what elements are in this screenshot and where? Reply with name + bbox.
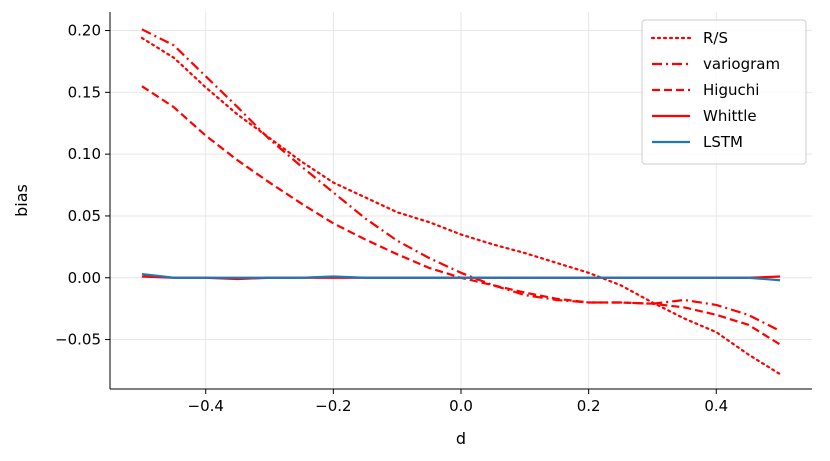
y-tick-label: −0.05 (55, 331, 101, 349)
legend-label: R/S (703, 29, 728, 47)
x-ticks: −0.4 −0.2 0.0 0.2 0.4 (188, 389, 728, 415)
y-tick-label: 0.10 (68, 145, 101, 163)
legend-label: variogram (703, 55, 780, 73)
x-tick-label: 0.0 (449, 397, 473, 415)
series-line-variogram (141, 28, 781, 332)
y-tick-label: 0.20 (68, 22, 101, 40)
legend-label: LSTM (703, 133, 743, 151)
legend-label: Whittle (703, 107, 757, 125)
x-tick-label: −0.2 (315, 397, 351, 415)
y-tick-label: 0.15 (68, 83, 101, 101)
x-axis-label: d (456, 429, 466, 448)
legend: R/S variogram Higuchi Whittle LSTM (641, 19, 807, 165)
series-line-lstm (141, 272, 781, 282)
legend-box (641, 19, 807, 165)
y-tick-label: 0.05 (68, 207, 101, 225)
y-axis-label: bias (12, 184, 31, 217)
legend-label: Higuchi (703, 81, 759, 99)
x-tick-label: 0.4 (704, 397, 728, 415)
y-tick-label: 0.00 (68, 269, 101, 287)
series-line-r-s (140, 36, 782, 376)
x-tick-label: −0.4 (188, 397, 224, 415)
x-tick-label: 0.2 (577, 397, 601, 415)
series-lines (140, 28, 782, 376)
y-ticks: −0.05 0.00 0.05 0.10 0.15 0.20 (55, 22, 110, 349)
